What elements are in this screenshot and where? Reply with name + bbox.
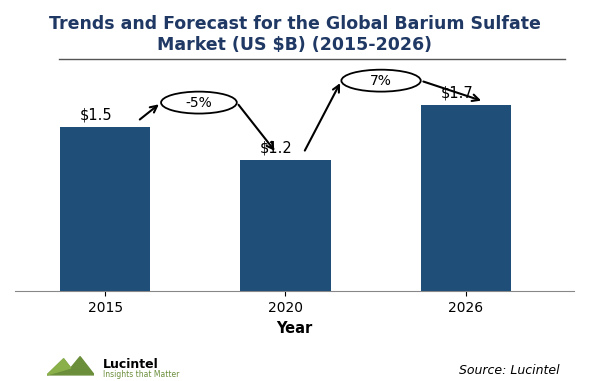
Polygon shape — [47, 357, 94, 375]
Text: Insights that Matter: Insights that Matter — [103, 370, 180, 379]
Polygon shape — [47, 359, 71, 375]
X-axis label: Year: Year — [276, 320, 313, 336]
Text: 7%: 7% — [370, 74, 392, 88]
Text: $1.5: $1.5 — [80, 107, 112, 122]
Text: $1.7: $1.7 — [441, 85, 473, 101]
Text: -5%: -5% — [186, 96, 212, 110]
Bar — [421, 105, 511, 291]
Text: Source: Lucintel: Source: Lucintel — [459, 364, 560, 377]
Bar — [240, 160, 330, 291]
Text: Lucintel: Lucintel — [103, 359, 159, 371]
Title: Trends and Forecast for the Global Barium Sulfate
Market (US $B) (2015-2026): Trends and Forecast for the Global Bariu… — [48, 15, 541, 54]
Bar — [60, 127, 150, 291]
Text: $1.2: $1.2 — [260, 140, 293, 155]
